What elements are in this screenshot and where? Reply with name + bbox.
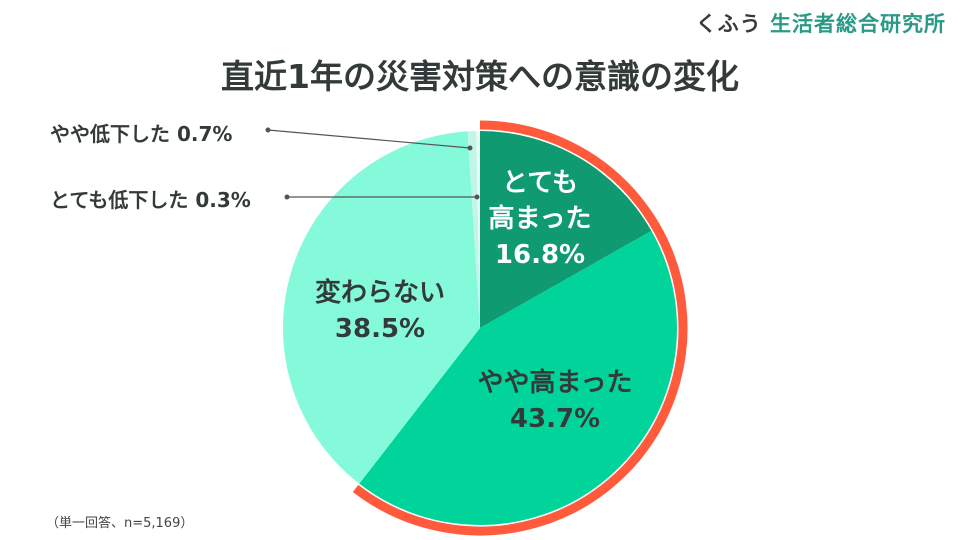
- leader-dot: [474, 194, 480, 200]
- slice-label-somewhat-increased: やや高まった 43.7%: [455, 365, 655, 437]
- slice-label-unchanged: 変わらない 38.5%: [290, 275, 470, 347]
- label-very-decreased: とても低下した 0.3%: [50, 184, 251, 213]
- label-line: 変わらない: [314, 278, 445, 308]
- value: 43.7%: [509, 404, 601, 434]
- pie-slice: [480, 131, 652, 328]
- label-text: とても低下した: [50, 188, 189, 212]
- logo-org: 生活者総合研究所: [770, 12, 946, 36]
- highlight-ring: [352, 120, 688, 536]
- leader-dot: [467, 145, 473, 151]
- label-text: やや低下した: [50, 122, 170, 146]
- leader-dot: [265, 127, 271, 133]
- chart-title: 直近1年の災害対策への意識の変化: [221, 57, 739, 96]
- label-line: やや高まった: [477, 368, 633, 398]
- slice-label-very-increased: とても 高まった 16.8%: [480, 165, 600, 273]
- value: 0.7%: [176, 122, 233, 146]
- leader-dot: [284, 194, 290, 200]
- label-line: 高まった: [488, 204, 592, 234]
- pie-slice: [359, 230, 677, 525]
- value: 0.3%: [195, 188, 251, 212]
- pie-slice: [467, 131, 480, 328]
- logo-kufu: くふう: [695, 12, 762, 36]
- leader-line: [267, 129, 471, 149]
- logo: くふう 生活者総合研究所: [696, 8, 946, 38]
- footnote: （単一回答、n=5,169）: [46, 516, 194, 531]
- label-line: とても: [502, 168, 578, 198]
- value: 16.8%: [494, 240, 586, 270]
- pie-slice: [283, 131, 480, 484]
- label-somewhat-decreased: やや低下した 0.7%: [50, 118, 232, 147]
- value: 38.5%: [334, 314, 426, 344]
- pie-slice: [476, 131, 480, 328]
